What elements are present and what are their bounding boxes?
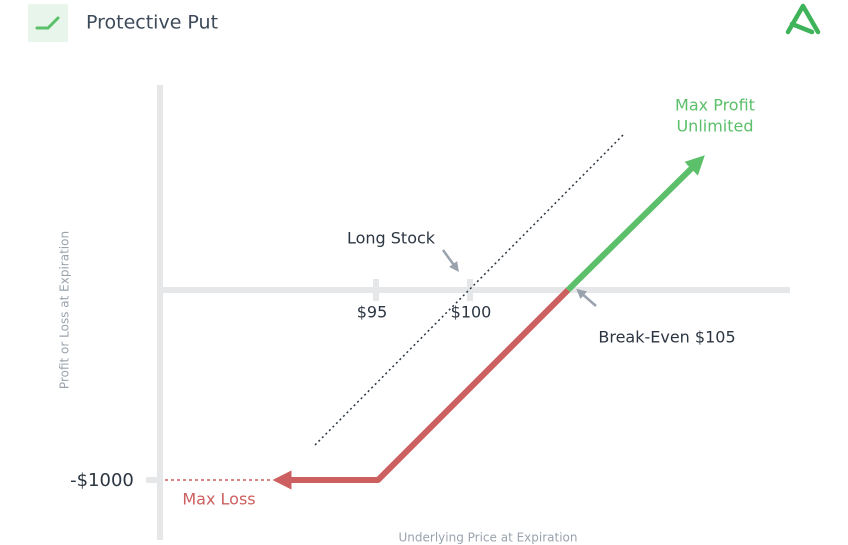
x-tick-label: $100 [451, 303, 492, 322]
long-stock-label: Long Stock [347, 229, 436, 248]
max-profit-label: Max Profit [675, 96, 755, 115]
y-tick-label: -$1000 [70, 470, 134, 491]
profit-leg [565, 155, 705, 293]
max-loss-label: Max Loss [182, 490, 255, 509]
long-stock-line [314, 132, 626, 446]
title: Protective Put [86, 12, 218, 34]
pointer-arrow [441, 249, 459, 273]
pointer-arrow [576, 288, 597, 307]
header-icon-mark [35, 16, 60, 30]
header-icon [28, 4, 68, 42]
x-tick-label: $95 [357, 303, 388, 322]
break-even-label: Break-Even $105 [598, 328, 735, 347]
loss-leg [272, 287, 571, 490]
logo [785, 3, 821, 35]
x-axis-label: Underlying Price at Expiration [399, 531, 578, 545]
max-profit-label: Unlimited [676, 117, 753, 136]
y-axis-label: Profit or Loss at Expiration [58, 231, 72, 389]
